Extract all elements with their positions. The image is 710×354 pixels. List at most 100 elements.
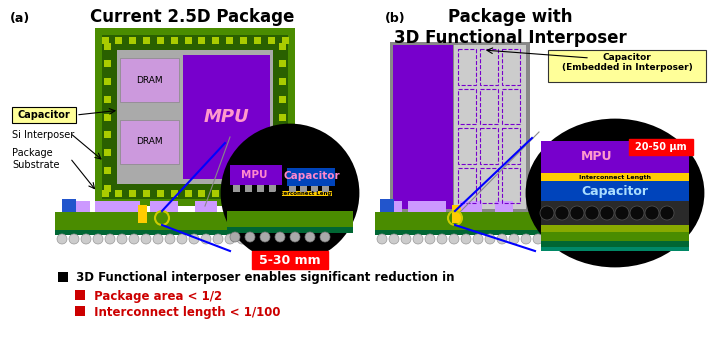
Circle shape	[141, 234, 151, 244]
Text: Capacitor: Capacitor	[284, 171, 340, 181]
Bar	[195, 201, 217, 212]
Text: Package area < 1/2: Package area < 1/2	[90, 290, 222, 303]
Bar	[104, 60, 111, 67]
Bar	[182, 55, 270, 179]
Circle shape	[461, 234, 471, 244]
Circle shape	[305, 232, 315, 242]
Bar	[240, 37, 247, 44]
Bar	[104, 149, 111, 156]
Bar	[454, 45, 526, 209]
Bar	[245, 185, 252, 192]
Bar	[185, 190, 192, 197]
Bar	[129, 190, 136, 197]
Circle shape	[437, 234, 447, 244]
Text: Interconnect length < 1/100: Interconnect length < 1/100	[90, 306, 280, 319]
Bar	[143, 190, 150, 197]
Bar	[120, 120, 180, 164]
Bar	[12, 107, 76, 123]
Bar	[157, 37, 164, 44]
Bar	[279, 60, 286, 67]
Text: 20-50 μm: 20-50 μm	[635, 142, 687, 152]
Text: MPU: MPU	[241, 170, 267, 180]
Bar	[226, 190, 233, 197]
Bar	[541, 181, 689, 201]
Text: Package
Substrate: Package Substrate	[12, 148, 60, 170]
Text: (a): (a)	[10, 12, 31, 25]
Bar	[257, 185, 264, 192]
Bar	[102, 190, 109, 197]
Bar	[226, 37, 233, 44]
Bar	[227, 227, 353, 233]
Circle shape	[600, 206, 614, 220]
Circle shape	[449, 234, 459, 244]
Bar	[58, 272, 68, 282]
Circle shape	[230, 232, 240, 242]
Bar	[279, 131, 286, 138]
Circle shape	[389, 234, 399, 244]
Bar	[104, 167, 111, 174]
Bar	[289, 186, 296, 192]
Circle shape	[189, 234, 199, 244]
Circle shape	[165, 234, 175, 244]
Text: Capacitor
(Embedded in Interposer): Capacitor (Embedded in Interposer)	[562, 53, 692, 73]
Circle shape	[69, 234, 79, 244]
Text: 3D Functional interposer enables significant reduction in: 3D Functional interposer enables signifi…	[72, 271, 454, 284]
Text: DRAM: DRAM	[136, 76, 163, 85]
Bar	[268, 190, 275, 197]
Bar	[104, 131, 111, 138]
Bar	[230, 165, 282, 185]
Bar	[253, 37, 261, 44]
Circle shape	[533, 234, 543, 244]
Circle shape	[485, 234, 495, 244]
Bar	[279, 114, 286, 120]
Circle shape	[497, 234, 507, 244]
Bar	[452, 205, 461, 223]
Bar	[548, 50, 706, 82]
Circle shape	[630, 206, 644, 220]
Bar	[104, 78, 111, 85]
Bar	[198, 190, 205, 197]
Bar	[55, 212, 295, 230]
Bar	[375, 212, 565, 230]
Text: Si Interposer: Si Interposer	[12, 130, 75, 140]
Bar	[408, 201, 446, 212]
Bar	[129, 37, 136, 44]
Bar	[541, 241, 689, 247]
Bar	[480, 49, 498, 85]
Circle shape	[413, 234, 423, 244]
Circle shape	[153, 234, 163, 244]
Circle shape	[555, 206, 569, 220]
Bar	[157, 190, 164, 197]
Bar	[268, 37, 275, 44]
Circle shape	[129, 234, 139, 244]
Bar	[240, 190, 247, 197]
Circle shape	[585, 206, 599, 220]
Circle shape	[425, 234, 435, 244]
Circle shape	[237, 234, 247, 244]
Bar	[311, 186, 318, 192]
Text: Interconnect Length: Interconnect Length	[579, 175, 651, 179]
Bar	[252, 251, 328, 269]
Bar	[104, 96, 111, 103]
Bar	[143, 37, 150, 44]
Circle shape	[261, 234, 271, 244]
Circle shape	[645, 206, 659, 220]
Bar	[279, 78, 286, 85]
Bar	[120, 58, 180, 102]
Bar	[170, 190, 178, 197]
Bar	[541, 173, 689, 181]
Circle shape	[473, 234, 483, 244]
Circle shape	[177, 234, 187, 244]
Bar	[459, 49, 476, 85]
Circle shape	[320, 232, 330, 242]
Bar	[459, 88, 476, 124]
Bar	[380, 201, 402, 212]
Bar	[212, 190, 219, 197]
Bar	[62, 199, 76, 212]
Circle shape	[660, 206, 674, 220]
Bar	[62, 201, 90, 212]
Text: (b): (b)	[385, 12, 405, 25]
Text: Interconnect Length: Interconnect Length	[275, 191, 337, 196]
Circle shape	[57, 234, 67, 244]
Circle shape	[290, 232, 300, 242]
